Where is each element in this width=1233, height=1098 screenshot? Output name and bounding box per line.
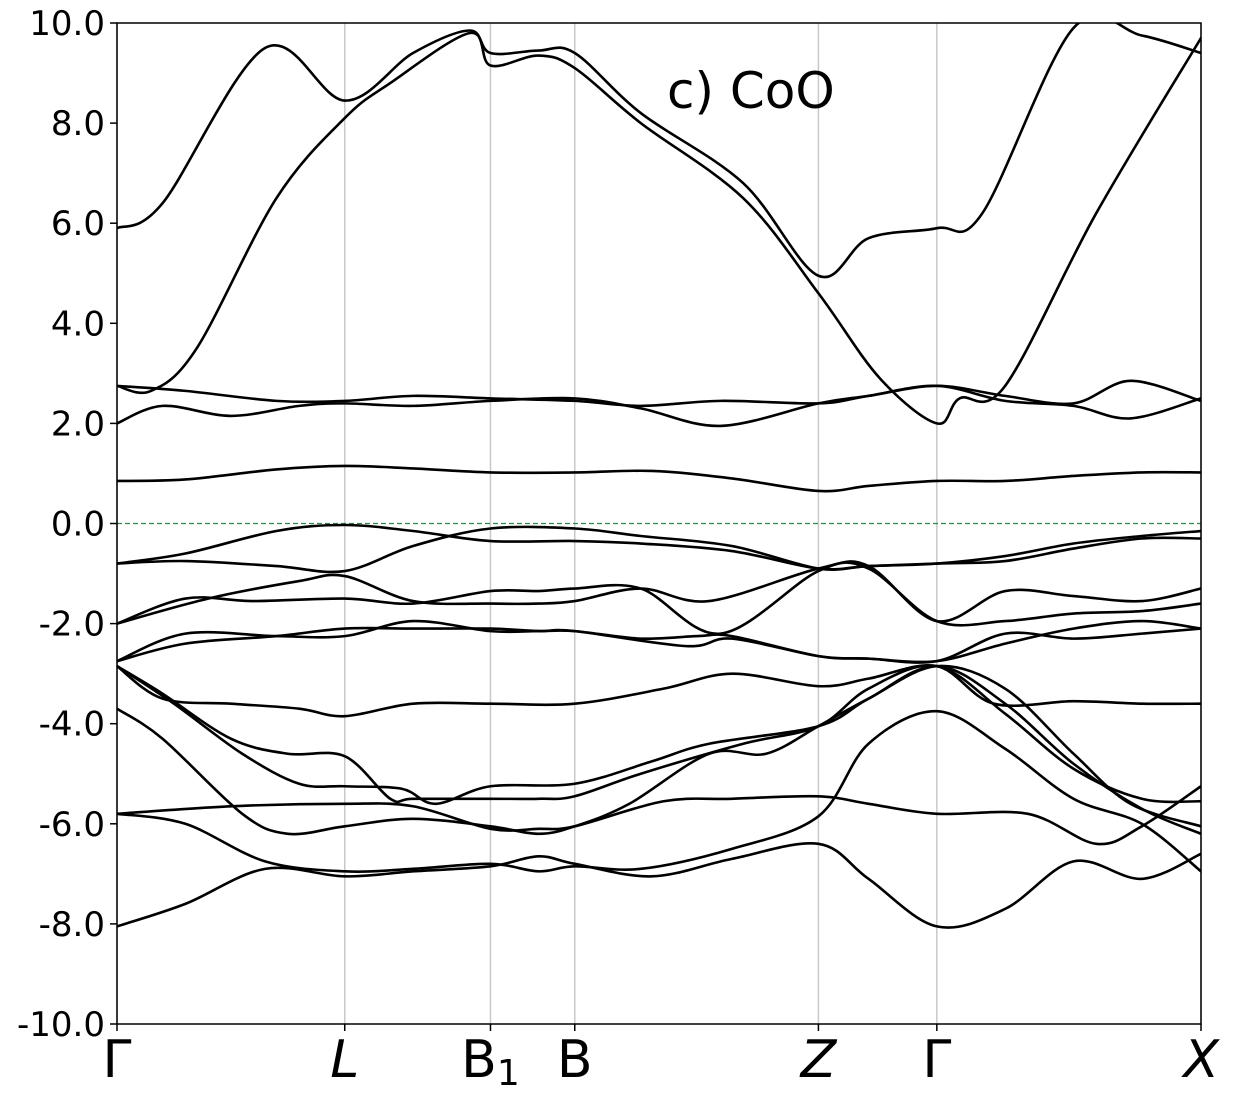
band-line-11: [117, 560, 1201, 625]
y-tick-label: 10.0: [29, 4, 105, 44]
band-line-17: [117, 31, 1201, 425]
y-tick-label: 0.0: [51, 505, 105, 545]
y-tick-label: -8.0: [39, 905, 105, 945]
band-lines: [117, 23, 1201, 929]
x-tick-label: B: [557, 1030, 593, 1090]
band-line-10: [117, 561, 1201, 635]
x-tick-label: Γ: [922, 1030, 951, 1090]
band-line-8: [117, 619, 1201, 664]
band-line-5: [117, 664, 1201, 804]
y-tick-label: 6.0: [51, 204, 105, 244]
band-line-9: [117, 619, 1201, 664]
band-line-16: [117, 384, 1201, 420]
y-tick-label: -6.0: [39, 805, 105, 845]
x-tick-label: X: [1180, 1030, 1220, 1090]
band-line-6: [117, 664, 1201, 828]
y-axis-ticks: -10.0 -8.0 -6.0 -4.0 -2.0 0.0 2.0 4.0 6.0 8.0 10.0: [17, 4, 117, 1045]
x-tick-label: Z: [799, 1030, 838, 1090]
band-line-13: [117, 523, 1201, 571]
band-line-1: [117, 841, 1201, 929]
band-line-7: [117, 664, 1201, 718]
y-tick-label: 8.0: [51, 104, 105, 144]
x-tick-label: Γ: [103, 1030, 132, 1090]
x-axis-ticks: Γ L B1 B Z Γ X: [103, 1024, 1220, 1094]
chart-annotation: c) CoO: [667, 62, 835, 120]
y-tick-label: 2.0: [51, 404, 105, 444]
y-tick-label: -4.0: [39, 705, 105, 745]
y-tick-label: -10.0: [17, 1005, 105, 1045]
band-line-15: [117, 379, 1201, 428]
y-tick-label: -2.0: [39, 605, 105, 645]
band-line-12: [117, 525, 1201, 574]
band-line-3: [117, 784, 1201, 846]
band-line-14: [117, 464, 1201, 493]
band-line-18: [117, 23, 1201, 279]
band-line-2: [117, 709, 1201, 873]
x-tick-label: L: [330, 1030, 359, 1090]
band-line-4: [117, 664, 1201, 836]
y-tick-label: 4.0: [51, 304, 105, 344]
